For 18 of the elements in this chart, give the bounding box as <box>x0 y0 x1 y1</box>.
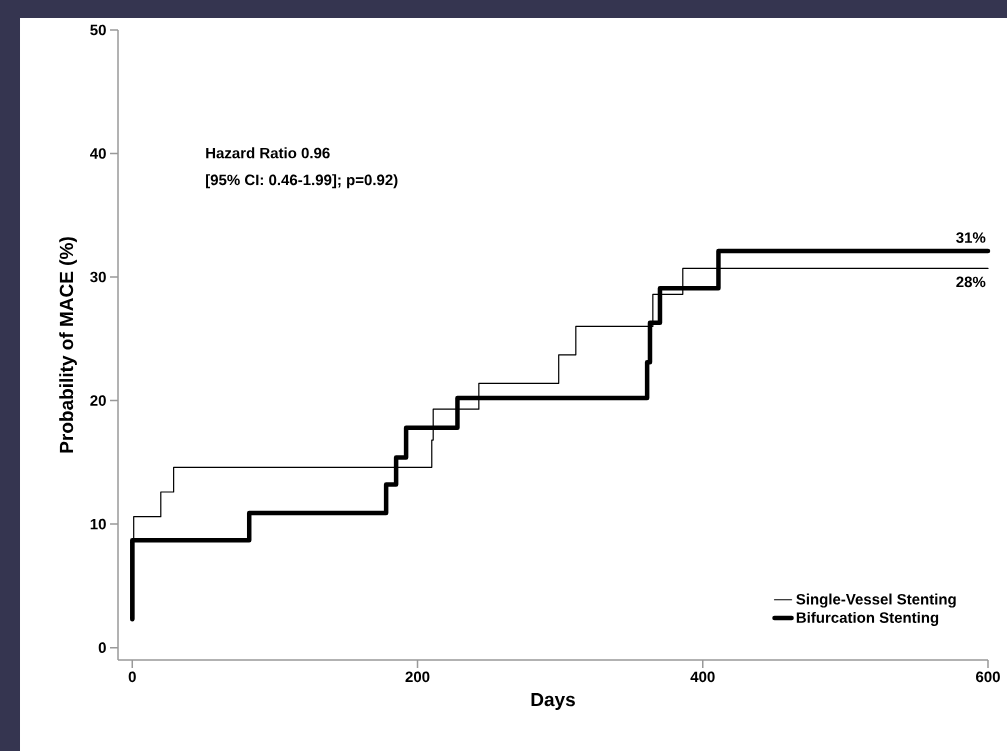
y-axis-title: Probability of MACE (%) <box>59 237 77 453</box>
x-tick-label: 0 <box>128 671 136 683</box>
legend-label: Bifurcation Stenting <box>796 611 939 626</box>
x-axis-title: Days <box>531 693 575 711</box>
x-tick-label: 200 <box>405 671 430 683</box>
y-tick-label: 50 <box>90 24 106 36</box>
y-tick-label: 10 <box>90 518 106 530</box>
annotation: Hazard Ratio 0.96 <box>206 147 330 159</box>
y-tick-label: 40 <box>90 148 106 159</box>
annotation: 31% <box>956 232 986 243</box>
x-tick-label: 400 <box>690 671 715 683</box>
annotation: [95% CI: 0.46-1.99]; p=0.92) <box>206 174 398 189</box>
y-tick-label: 20 <box>90 395 106 406</box>
legend-label: Single-Vessel Stenting <box>796 593 956 608</box>
y-tick-label: 0 <box>98 642 106 653</box>
annotation: 28% <box>956 276 986 288</box>
y-tick-label: 30 <box>90 271 106 283</box>
x-tick-label: 600 <box>976 671 1000 683</box>
